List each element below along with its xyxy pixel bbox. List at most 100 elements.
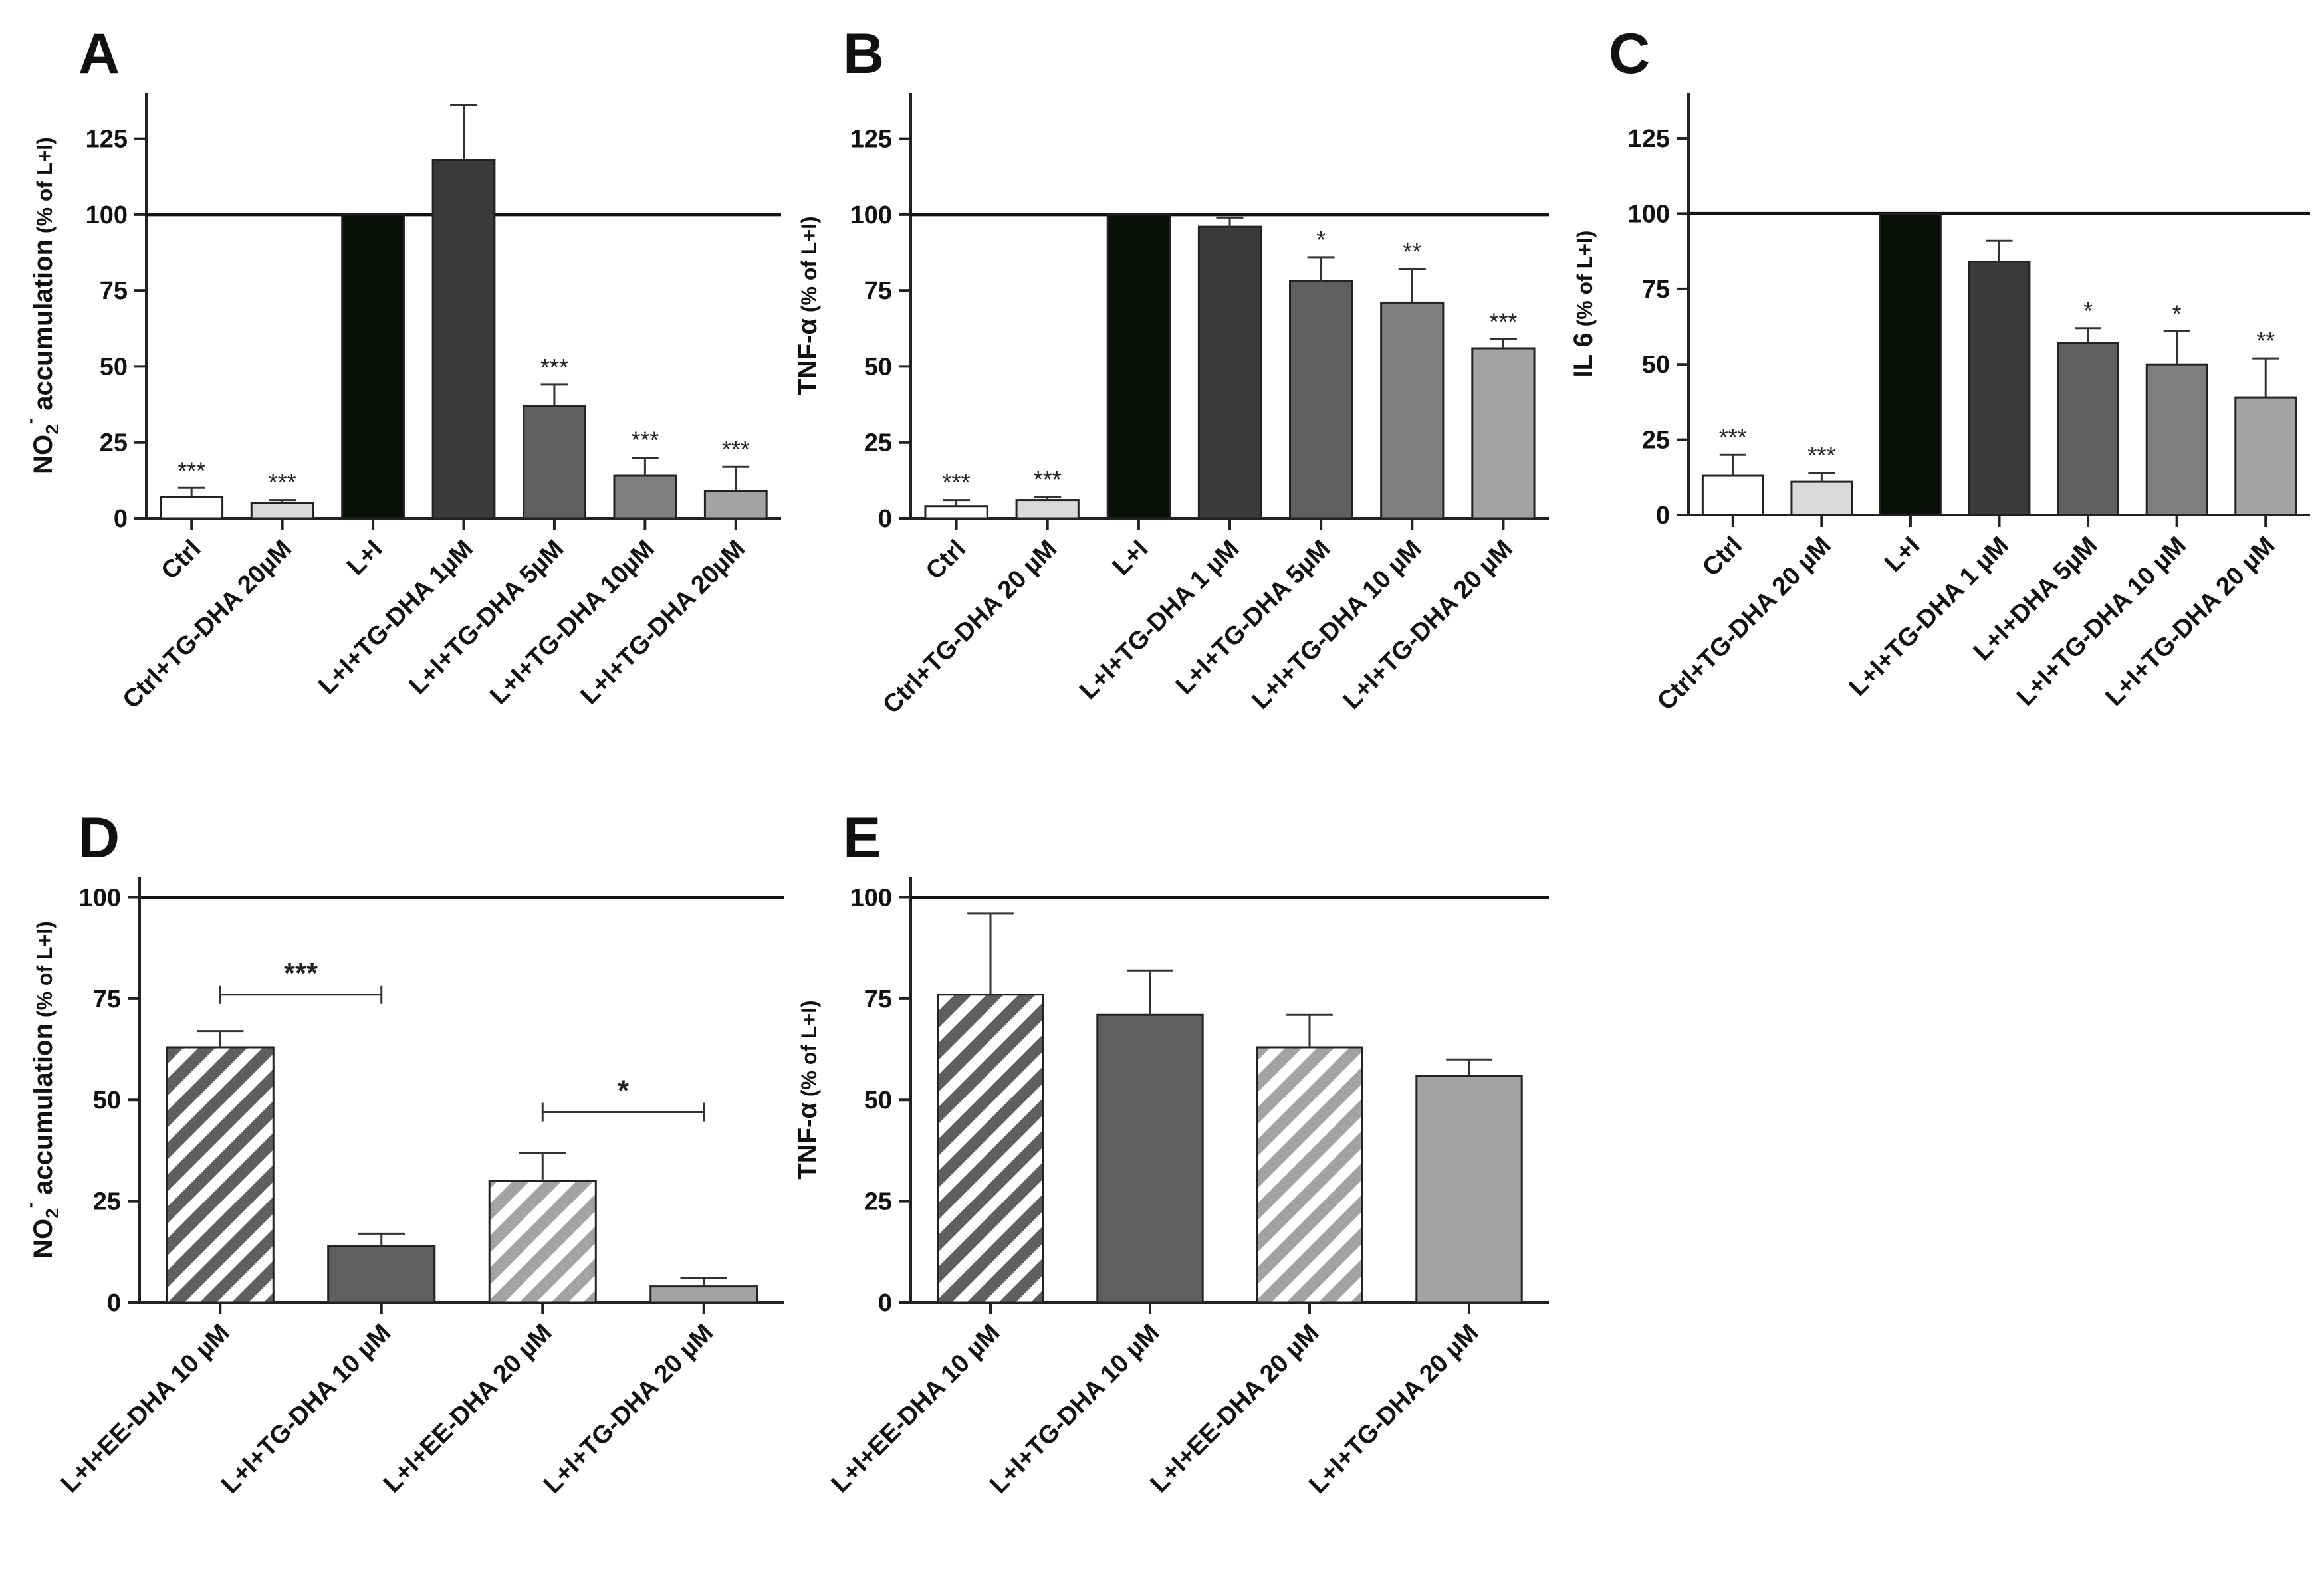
- y-tick-label: 50: [864, 353, 892, 381]
- y-tick-label: 50: [100, 353, 128, 381]
- category-label: L+I+TG-DHA 20µM: [575, 535, 751, 710]
- category-label: L+I+TG-DHA 20 µM: [1338, 535, 1518, 715]
- bar: [649, 1285, 758, 1304]
- category-label: L+I+TG-DHA 10 µM: [1247, 535, 1427, 715]
- y-tick-label: 0: [878, 1289, 892, 1317]
- bar: [166, 1046, 275, 1304]
- bar: [488, 1180, 597, 1304]
- y-tick-label: 50: [1642, 351, 1670, 379]
- bar: [431, 159, 496, 520]
- y-axis-title-sub: 2: [42, 424, 62, 435]
- significance-label: ***: [1719, 423, 1747, 451]
- y-tick-label: 0: [114, 505, 128, 533]
- bar: [250, 502, 314, 520]
- significance-label: ***: [1807, 442, 1835, 469]
- category-label: L+I: [1879, 532, 1925, 577]
- bracket-label: ***: [284, 957, 318, 990]
- y-axis-title-unit: (% of L+I): [797, 1000, 821, 1102]
- category-label: L+I+TG-DHA 10 µM: [216, 1319, 396, 1499]
- bar: [924, 505, 988, 520]
- y-axis-title-main: TNF-α: [793, 318, 822, 395]
- y-axis-title: TNF-α (% of L+I): [793, 216, 822, 395]
- category-label: Ctrl+TG-DHA 20µM: [118, 535, 297, 714]
- category-label: Ctrl+TG-DHA 20 µM: [877, 535, 1062, 720]
- category-label: L+I+TG-DHA 20 µM: [538, 1319, 719, 1499]
- bar: [1096, 1013, 1204, 1304]
- category-label: L+I+EE-DHA 10 µM: [826, 1319, 1006, 1499]
- significance-label: *: [2172, 300, 2182, 327]
- bar: [2145, 363, 2208, 516]
- y-tick-label: 25: [864, 429, 892, 457]
- panel-letter: C: [1609, 22, 1650, 86]
- y-tick-label: 75: [93, 986, 121, 1013]
- category-label: Ctrl: [921, 535, 971, 585]
- category-label: L+I+TG-DHA 10 µM: [2012, 532, 2192, 712]
- significance-label: ***: [540, 354, 568, 381]
- bar: [703, 490, 768, 520]
- y-tick-label: 0: [878, 505, 892, 533]
- significance-label: ***: [722, 435, 750, 463]
- category-label: L+I+EE-DHA 10 µM: [56, 1319, 235, 1499]
- y-axis-title-main: TNF-α: [793, 1102, 822, 1180]
- panel-letter: A: [78, 22, 120, 86]
- panel-a: A 0 25 50 75 100 125 *** Ctrl *** Ctrl+TG-DHA 20µM…: [19, 22, 781, 714]
- bar: [1415, 1075, 1523, 1304]
- bar: [1289, 280, 1353, 520]
- bar: [1256, 1046, 1363, 1304]
- significance-label: ***: [269, 469, 296, 496]
- y-tick-label: 25: [864, 1188, 892, 1216]
- y-tick-label: 125: [1628, 125, 1670, 153]
- y-tick-label: 25: [100, 429, 128, 457]
- significance-label: **: [2256, 327, 2275, 354]
- y-tick-label: 50: [93, 1087, 121, 1114]
- panel-letter: B: [843, 22, 884, 86]
- y-tick-label: 125: [86, 126, 128, 154]
- category-label: L+I: [1107, 535, 1153, 581]
- category-label: L+I+TG-DHA 20 µM: [1304, 1319, 1484, 1499]
- category-label: L+I+EE-DHA 20 µM: [378, 1319, 558, 1499]
- y-tick-label: 0: [107, 1289, 121, 1317]
- y-axis-title-rest: accumulation: [29, 239, 58, 418]
- significance-label: *: [2083, 297, 2093, 324]
- significance-label: *: [1316, 226, 1326, 253]
- y-tick-label: 100: [1628, 200, 1670, 228]
- bar: [1380, 301, 1445, 520]
- y-axis-title-sup: -: [19, 418, 40, 424]
- category-label: L+I: [342, 535, 388, 581]
- y-axis-title-rest: accumulation: [29, 1023, 58, 1202]
- panel-letter: E: [843, 806, 881, 870]
- y-tick-label: 75: [864, 277, 892, 305]
- significance-label: ***: [1489, 308, 1517, 335]
- y-axis-title: IL 6 (% of L+I): [1569, 231, 1598, 378]
- panel-letter: D: [78, 806, 120, 870]
- bar: [1106, 213, 1171, 520]
- category-label: L+I+TG-DHA 5µM: [1171, 535, 1336, 700]
- bar: [341, 213, 405, 520]
- y-axis-title-main: IL 6: [1569, 332, 1598, 377]
- bar: [2057, 342, 2119, 516]
- y-tick-label: 100: [850, 884, 892, 912]
- y-axis-title: NO2- accumulation (% of L+I): [19, 921, 62, 1259]
- significance-label: ***: [177, 457, 205, 484]
- significance-label: ***: [1034, 466, 1062, 493]
- y-axis-title-unit: (% of L+I): [797, 216, 821, 318]
- y-tick-label: 75: [1642, 276, 1670, 304]
- y-tick-label: 25: [93, 1188, 121, 1216]
- category-label: L+I+TG-DHA 20 µM: [2100, 532, 2280, 712]
- y-tick-label: 75: [864, 986, 892, 1013]
- bar: [937, 994, 1044, 1304]
- category-label: L+I+TG-DHA 5µM: [404, 535, 570, 700]
- y-axis-title-unit: (% of L+I): [33, 921, 57, 1023]
- y-tick-label: 50: [864, 1087, 892, 1114]
- y-tick-label: 0: [1656, 502, 1670, 530]
- panel-d: D 0 25 50 75 100 L+I+EE-DHA 10 µML+I+TG-DHA 10…: [19, 806, 784, 1499]
- bar: [327, 1245, 436, 1304]
- significance-label: ***: [631, 427, 659, 454]
- y-axis-title: NO2- accumulation (% of L+I): [19, 137, 62, 474]
- bar: [1701, 474, 1764, 516]
- y-axis-title-main: NO: [29, 435, 58, 474]
- significance-label: ***: [943, 469, 971, 496]
